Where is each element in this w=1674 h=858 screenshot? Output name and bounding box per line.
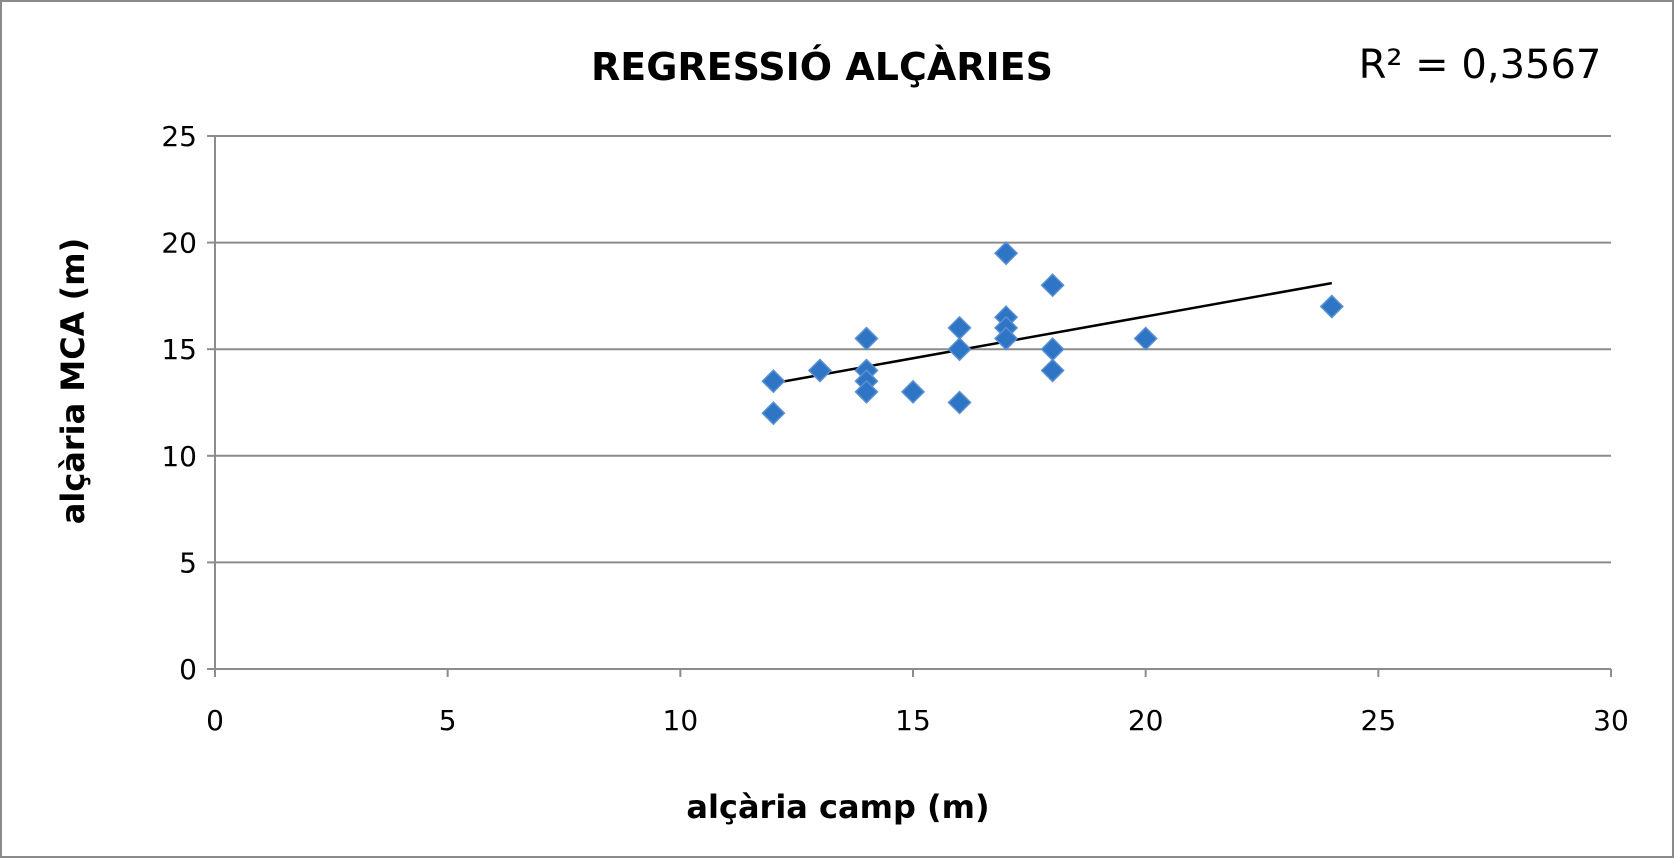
y-tick-label: 10 [161, 440, 197, 473]
x-tick-label: 15 [895, 704, 931, 737]
y-tick-label: 5 [179, 546, 197, 579]
data-point [1319, 294, 1344, 319]
data-point [947, 390, 972, 415]
x-tick-label: 5 [439, 704, 457, 737]
data-points [761, 241, 1344, 426]
axes [207, 135, 1612, 677]
data-point [947, 337, 972, 362]
data-point [807, 358, 832, 383]
x-tick-label: 20 [1128, 704, 1164, 737]
data-point [994, 241, 1019, 266]
data-point [854, 379, 879, 404]
data-point [1133, 326, 1158, 351]
x-tick-label: 0 [206, 704, 224, 737]
y-tick-label: 0 [179, 653, 197, 686]
data-point [761, 401, 786, 426]
r-squared-annotation: R² = 0,3567 [1359, 42, 1602, 88]
x-tick-label: 10 [663, 704, 699, 737]
data-point [761, 369, 786, 394]
y-tick-label: 15 [161, 333, 197, 366]
data-point [1040, 273, 1065, 298]
x-axis-title: alçària camp (m) [686, 788, 989, 826]
grid-lines [215, 135, 1611, 564]
data-point [1040, 337, 1065, 362]
data-point [1040, 358, 1065, 383]
chart-title: REGRESSIÓ ALÇÀRIES [591, 45, 1053, 89]
x-tick-label: 25 [1361, 704, 1397, 737]
data-point [900, 379, 926, 404]
data-point [947, 315, 972, 340]
x-tick-label: 30 [1593, 704, 1629, 737]
data-point [854, 326, 879, 351]
y-axis-title: alçària MCA (m) [54, 238, 92, 524]
y-tick-label: 25 [161, 120, 197, 153]
data-point [994, 326, 1019, 351]
tick-labels: 0 5 10 15 20 25 0 5 10 15 20 25 30 [161, 120, 1628, 737]
y-tick-label: 20 [161, 227, 197, 260]
